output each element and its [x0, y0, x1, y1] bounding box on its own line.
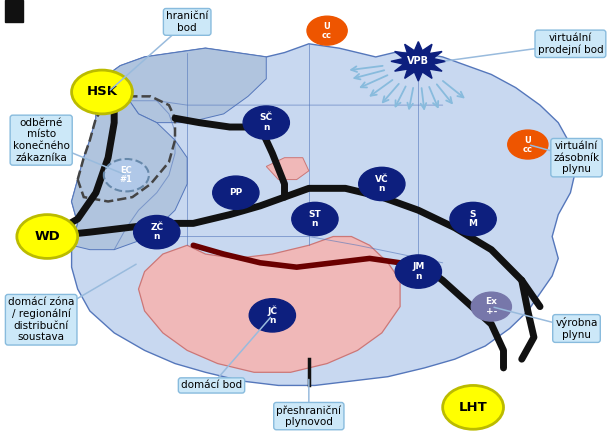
Polygon shape	[391, 42, 446, 81]
Text: HSK: HSK	[86, 85, 118, 99]
Circle shape	[471, 292, 511, 321]
Text: PP: PP	[229, 188, 243, 197]
Text: S
M: S M	[468, 210, 478, 228]
Text: domácí zóna
/ regionální
distribuční
soustava: domácí zóna / regionální distribuční sou…	[8, 297, 74, 343]
Polygon shape	[108, 48, 266, 123]
Text: ZČ
n: ZČ n	[150, 223, 163, 241]
Text: U
cc: U cc	[322, 21, 332, 40]
Text: EC
#1: EC #1	[120, 166, 133, 184]
Polygon shape	[72, 44, 576, 385]
Text: SČ
n: SČ n	[260, 113, 273, 132]
Text: LHT: LHT	[459, 401, 487, 414]
Circle shape	[292, 202, 338, 236]
Text: Ex
+-: Ex +-	[485, 297, 497, 316]
Circle shape	[72, 70, 132, 114]
Text: ST
n: ST n	[308, 210, 321, 228]
Text: virtuální
zásobník
plynu: virtuální zásobník plynu	[554, 141, 600, 174]
Polygon shape	[266, 158, 309, 180]
Text: WD: WD	[34, 230, 60, 243]
Text: hraniční
bod: hraniční bod	[166, 11, 208, 33]
Circle shape	[249, 299, 295, 332]
Text: virtuální
prodejní bod: virtuální prodejní bod	[538, 33, 603, 55]
Circle shape	[508, 130, 548, 159]
Text: odběrné
místo
konečného
zákazníka: odběrné místo konečného zákazníka	[13, 118, 70, 162]
Circle shape	[213, 176, 259, 209]
Circle shape	[443, 385, 503, 429]
Text: přeshraniční
plynovod: přeshraniční plynovod	[276, 405, 341, 427]
Text: U
cc: U cc	[523, 135, 533, 154]
Polygon shape	[72, 74, 187, 250]
Text: JČ
n: JČ n	[267, 305, 277, 325]
Circle shape	[104, 159, 149, 191]
Circle shape	[307, 16, 347, 45]
Circle shape	[17, 215, 78, 258]
Bar	[5, 0, 23, 22]
Text: VČ
n: VČ n	[375, 175, 389, 193]
Circle shape	[395, 255, 441, 288]
Text: JM
n: JM n	[412, 262, 425, 281]
Text: domácí bod: domácí bod	[181, 381, 242, 390]
Circle shape	[243, 106, 289, 139]
Circle shape	[450, 202, 496, 236]
Text: VPB: VPB	[408, 57, 429, 66]
Circle shape	[134, 215, 180, 249]
Circle shape	[359, 167, 405, 201]
Polygon shape	[139, 237, 400, 372]
Text: výrobna
plynu: výrobna plynu	[555, 317, 598, 340]
